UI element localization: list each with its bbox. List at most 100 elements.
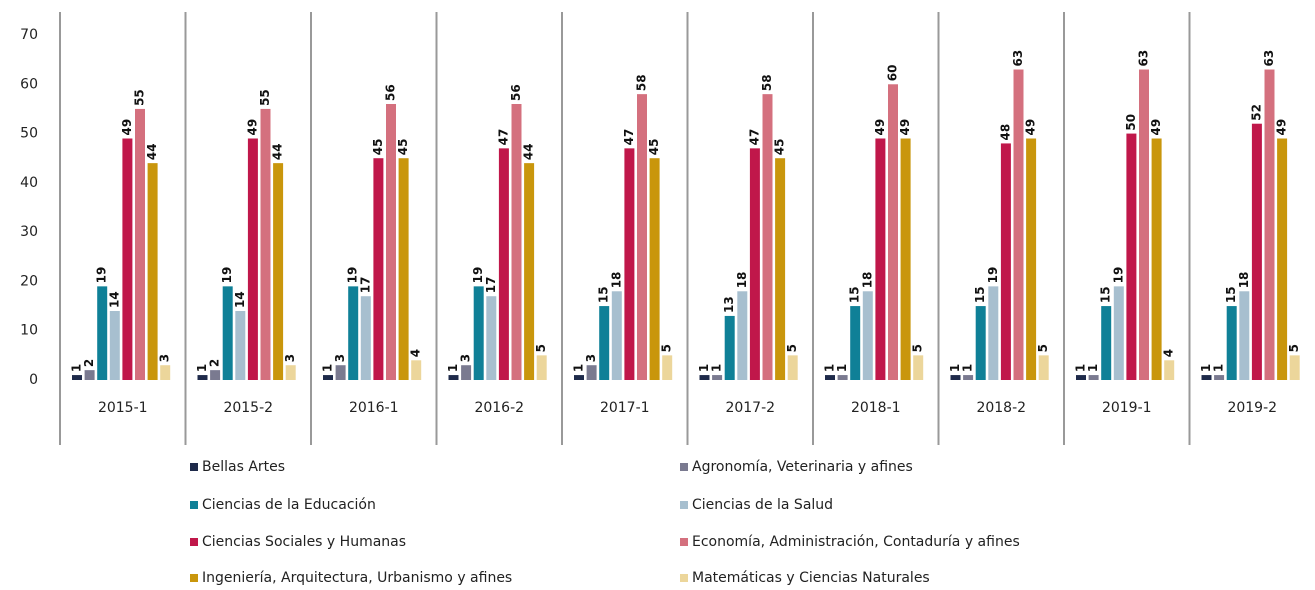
value-label: 19 bbox=[95, 267, 109, 284]
legend-label: Bellas Artes bbox=[202, 459, 285, 475]
bar bbox=[913, 355, 924, 380]
value-label: 1 bbox=[195, 364, 209, 372]
bar bbox=[1013, 69, 1024, 380]
value-label: 18 bbox=[609, 272, 623, 289]
value-label: 55 bbox=[258, 89, 272, 106]
bar bbox=[323, 375, 333, 380]
bar bbox=[988, 286, 999, 380]
value-label: 49 bbox=[1024, 119, 1038, 136]
bar bbox=[787, 355, 798, 380]
value-label: 50 bbox=[1124, 114, 1138, 131]
value-label: 19 bbox=[220, 267, 234, 284]
bar bbox=[963, 375, 974, 380]
bar bbox=[749, 148, 760, 380]
bar bbox=[360, 296, 371, 380]
value-label: 44 bbox=[522, 143, 536, 160]
legend-label: Economía, Administración, Contaduría y a… bbox=[692, 534, 1020, 550]
value-label: 15 bbox=[973, 286, 987, 303]
value-label: 45 bbox=[647, 139, 661, 156]
value-label: 49 bbox=[1275, 119, 1289, 136]
bar bbox=[1251, 123, 1262, 380]
value-label: 45 bbox=[396, 139, 410, 156]
value-label: 3 bbox=[459, 354, 473, 362]
value-label: 19 bbox=[986, 267, 1000, 284]
value-label: 1 bbox=[1212, 364, 1226, 372]
value-label: 1 bbox=[948, 364, 962, 372]
value-label: 56 bbox=[509, 84, 523, 101]
y-tick-label: 70 bbox=[20, 27, 38, 43]
bar bbox=[210, 370, 221, 380]
bar bbox=[160, 365, 171, 380]
bar bbox=[1264, 69, 1275, 380]
value-label: 5 bbox=[534, 344, 548, 352]
y-tick-label: 0 bbox=[29, 372, 38, 388]
bar bbox=[498, 148, 509, 380]
value-label: 5 bbox=[1036, 344, 1050, 352]
value-label: 48 bbox=[998, 124, 1012, 141]
bar bbox=[712, 375, 723, 380]
legend-swatch bbox=[190, 574, 198, 582]
legend-label: Agronomía, Veterinaria y afines bbox=[692, 459, 913, 475]
value-label: 58 bbox=[635, 74, 649, 91]
y-tick-label: 50 bbox=[20, 126, 38, 142]
value-label: 1 bbox=[710, 364, 724, 372]
bar bbox=[975, 306, 986, 380]
bar bbox=[335, 365, 346, 380]
x-tick-label: 2015-2 bbox=[223, 400, 273, 416]
legend-label: Ingeniería, Arquitectura, Urbanismo y af… bbox=[202, 570, 512, 586]
bar bbox=[147, 163, 158, 380]
bar bbox=[84, 370, 95, 380]
bar bbox=[524, 163, 535, 380]
legend-swatch bbox=[190, 538, 198, 546]
value-label: 5 bbox=[911, 344, 925, 352]
y-tick-label: 40 bbox=[20, 175, 38, 191]
bar bbox=[1151, 138, 1162, 380]
value-label: 1 bbox=[1074, 364, 1088, 372]
value-label: 18 bbox=[735, 272, 749, 289]
bar bbox=[862, 291, 873, 380]
legend-swatch bbox=[680, 574, 688, 582]
legend-label: Ciencias de la Educación bbox=[202, 497, 376, 513]
value-label: 4 bbox=[409, 349, 423, 357]
bar bbox=[1038, 355, 1049, 380]
value-label: 17 bbox=[358, 277, 372, 294]
bar bbox=[1277, 138, 1288, 380]
bar bbox=[1113, 286, 1124, 380]
bar bbox=[624, 148, 635, 380]
y-tick-label: 30 bbox=[20, 224, 38, 240]
value-label: 47 bbox=[747, 129, 761, 146]
value-label: 19 bbox=[346, 267, 360, 284]
x-tick-label: 2019-2 bbox=[1227, 400, 1277, 416]
bar bbox=[837, 375, 848, 380]
value-label: 15 bbox=[1099, 286, 1113, 303]
legend-swatch bbox=[680, 538, 688, 546]
value-label: 63 bbox=[1137, 50, 1151, 67]
value-label: 56 bbox=[384, 84, 398, 101]
x-tick-label: 2017-2 bbox=[725, 400, 775, 416]
value-label: 52 bbox=[1249, 104, 1263, 121]
value-label: 5 bbox=[1287, 344, 1301, 352]
bar bbox=[222, 286, 233, 380]
value-label: 3 bbox=[158, 354, 172, 362]
value-label: 5 bbox=[785, 344, 799, 352]
value-label: 17 bbox=[484, 277, 498, 294]
bar bbox=[850, 306, 861, 380]
bar bbox=[599, 306, 610, 380]
value-label: 19 bbox=[1111, 267, 1125, 284]
bar bbox=[1214, 375, 1225, 380]
bar bbox=[900, 138, 911, 380]
x-tick-label: 2018-2 bbox=[976, 400, 1026, 416]
bar bbox=[825, 375, 835, 380]
bar bbox=[586, 365, 597, 380]
bar bbox=[611, 291, 622, 380]
bar bbox=[411, 360, 422, 380]
legend-swatch bbox=[680, 501, 688, 509]
legend-swatch bbox=[190, 463, 198, 471]
bar bbox=[247, 138, 258, 380]
bar bbox=[574, 375, 584, 380]
bar bbox=[348, 286, 359, 380]
y-tick-label: 10 bbox=[20, 323, 38, 339]
bar bbox=[109, 311, 120, 380]
bar bbox=[1239, 291, 1250, 380]
bar bbox=[649, 158, 660, 380]
